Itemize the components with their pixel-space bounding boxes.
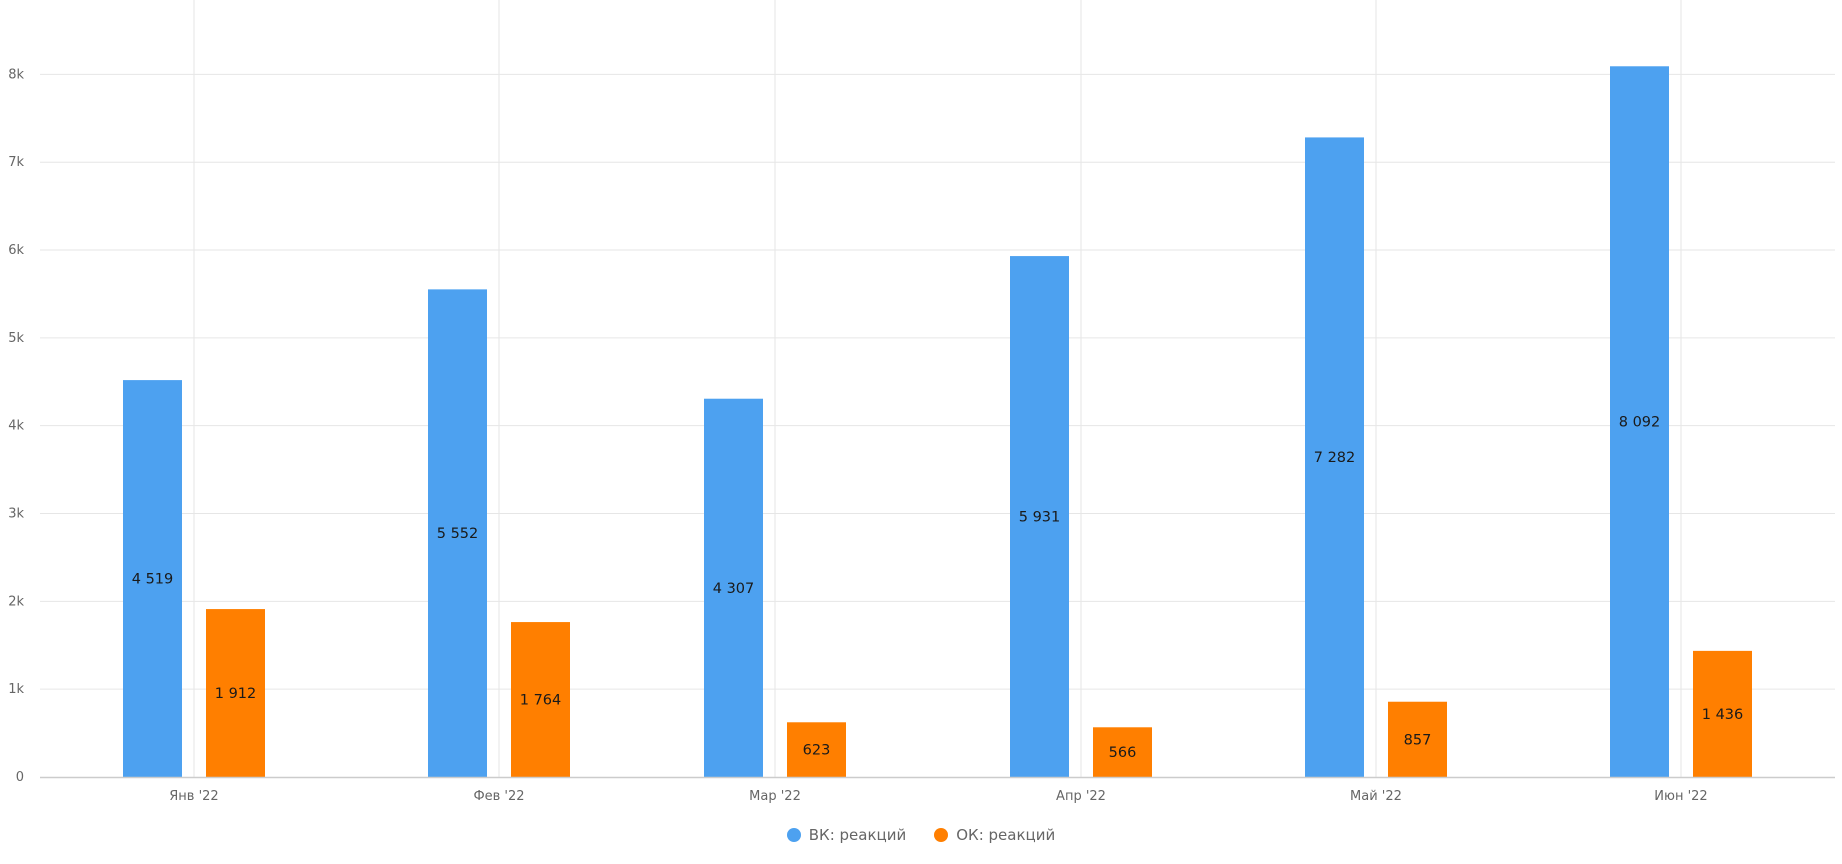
y-tick-label: 1k <box>8 682 24 697</box>
data-label-vk: 5 931 <box>1019 510 1061 526</box>
x-tick-label: Апр '22 <box>1056 789 1106 804</box>
bar-ok <box>511 622 570 777</box>
legend: ВК: реакций ОК: реакций <box>0 824 1842 846</box>
data-label-vk: 8 092 <box>1619 415 1661 431</box>
bar-vk <box>123 380 182 777</box>
y-tick-label: 4k <box>8 419 24 434</box>
data-label-ok: 1 912 <box>215 686 257 702</box>
data-label-ok: 1 764 <box>520 693 562 709</box>
legend-marker-ok <box>934 828 949 842</box>
y-tick-label: 5k <box>8 331 24 346</box>
bar-ok <box>206 609 265 777</box>
y-tick-label: 8k <box>8 67 24 82</box>
bar-vk <box>1610 66 1669 777</box>
bar-vk <box>428 289 487 777</box>
x-tick-label: Янв '22 <box>169 789 218 804</box>
bar-vk <box>1010 256 1069 777</box>
bar-ok <box>787 722 846 777</box>
legend-item-ok[interactable]: ОК: реакций <box>934 824 1055 846</box>
legend-label-ok: ОК: реакций <box>956 826 1056 844</box>
y-tick-label: 7k <box>8 155 24 170</box>
data-label-ok: 566 <box>1109 745 1137 761</box>
data-label-ok: 1 436 <box>1702 707 1744 723</box>
horizontal-gridlines <box>40 73 1835 690</box>
data-label-vk: 7 282 <box>1314 450 1356 466</box>
bars-group: 4 519 5 552 4 307 5 931 7 282 8 092 1 912 1 764… <box>123 66 1752 777</box>
data-label-ok: 857 <box>1404 732 1432 748</box>
y-tick-label: 2k <box>8 594 24 609</box>
bar-ok <box>1693 650 1752 777</box>
bar-vk <box>704 398 763 777</box>
x-axis-tick-labels: Янв '22 Фев '22 Мар '22 Апр '22 Май '22 Июн '… <box>169 789 1707 804</box>
data-label-ok: 623 <box>803 743 831 759</box>
x-tick-label: Май '22 <box>1350 789 1402 804</box>
x-tick-label: Фев '22 <box>473 789 524 804</box>
data-label-vk: 4 307 <box>713 581 755 597</box>
bar-ok <box>1093 727 1152 777</box>
bar-chart: 4 519 5 552 4 307 5 931 7 282 8 092 1 912 1 764… <box>8 0 1835 804</box>
x-tick-label: Мар '22 <box>749 789 801 804</box>
y-tick-label: 0 <box>16 770 24 785</box>
x-tick-label: Июн '22 <box>1654 789 1707 804</box>
data-label-vk: 5 552 <box>437 526 479 542</box>
legend-marker-vk <box>786 828 801 842</box>
y-tick-label: 3k <box>8 507 24 522</box>
data-label-vk: 4 519 <box>132 572 174 588</box>
legend-label-vk: ВК: реакций <box>808 826 907 844</box>
y-tick-label: 6k <box>8 243 24 258</box>
vertical-gridlines <box>193 0 1682 777</box>
y-axis-tick-labels: 0 1k 2k 3k 4k 5k 6k 7k 8k <box>8 67 24 785</box>
bar-vk <box>1305 137 1364 777</box>
legend-item-vk[interactable]: ВК: реакций <box>786 824 907 846</box>
bar-ok <box>1388 701 1447 777</box>
